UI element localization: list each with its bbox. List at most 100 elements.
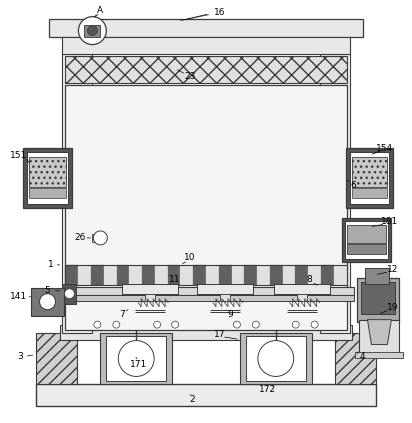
Bar xyxy=(63,284,77,304)
Text: 1: 1 xyxy=(48,260,54,269)
Bar xyxy=(35,385,377,407)
Bar xyxy=(35,332,77,385)
Text: 8: 8 xyxy=(307,275,313,284)
Bar xyxy=(351,157,387,187)
Bar xyxy=(106,335,166,382)
Bar xyxy=(283,265,295,285)
Bar xyxy=(49,19,363,37)
Polygon shape xyxy=(368,320,391,345)
Bar xyxy=(365,268,389,284)
Bar xyxy=(129,265,142,285)
Circle shape xyxy=(118,341,154,376)
Bar xyxy=(78,265,91,285)
Bar xyxy=(270,265,283,285)
Circle shape xyxy=(252,321,259,328)
Bar xyxy=(63,37,349,54)
Bar xyxy=(197,284,253,294)
Text: 3: 3 xyxy=(18,352,23,361)
Bar xyxy=(246,335,306,382)
Bar xyxy=(361,282,396,313)
Bar xyxy=(63,287,353,295)
Text: 181: 181 xyxy=(381,217,398,226)
Bar xyxy=(155,265,168,285)
Bar xyxy=(63,54,92,332)
Bar xyxy=(335,332,377,385)
Circle shape xyxy=(40,294,56,310)
Text: 172: 172 xyxy=(259,385,276,394)
Text: 141: 141 xyxy=(10,292,27,301)
Bar xyxy=(63,295,353,301)
Circle shape xyxy=(87,26,97,36)
Bar xyxy=(28,157,66,187)
Bar xyxy=(308,265,321,285)
Text: 9: 9 xyxy=(227,310,233,319)
Text: 23: 23 xyxy=(184,72,196,81)
Circle shape xyxy=(234,321,240,328)
Circle shape xyxy=(65,289,75,299)
Bar xyxy=(193,265,206,285)
Bar xyxy=(346,225,386,243)
Text: 171: 171 xyxy=(130,360,147,369)
Bar xyxy=(351,188,387,198)
Circle shape xyxy=(94,321,101,328)
Text: 7: 7 xyxy=(119,310,125,319)
Text: 4: 4 xyxy=(360,352,365,361)
Bar xyxy=(321,265,334,285)
Bar xyxy=(295,265,308,285)
Text: 5: 5 xyxy=(44,286,50,295)
Bar xyxy=(346,148,393,208)
Bar xyxy=(66,55,346,83)
Bar xyxy=(257,265,270,285)
Bar xyxy=(297,294,307,301)
Bar xyxy=(244,265,257,285)
Bar xyxy=(360,320,399,354)
Bar xyxy=(358,278,399,321)
Text: 151: 151 xyxy=(10,151,27,160)
Text: 17: 17 xyxy=(214,330,226,339)
Circle shape xyxy=(154,321,161,328)
Bar xyxy=(66,85,346,330)
Bar xyxy=(168,265,180,285)
Bar xyxy=(180,265,193,285)
Bar xyxy=(23,148,73,208)
Bar xyxy=(349,152,389,204)
Text: 2: 2 xyxy=(189,395,195,404)
Bar xyxy=(66,265,78,285)
Bar xyxy=(101,332,172,385)
Bar xyxy=(104,265,117,285)
Bar xyxy=(356,352,403,357)
Bar xyxy=(219,265,232,285)
Bar xyxy=(66,265,346,285)
Circle shape xyxy=(113,321,120,328)
Bar xyxy=(206,265,219,285)
Circle shape xyxy=(292,321,299,328)
Bar xyxy=(232,265,244,285)
Bar xyxy=(346,244,386,254)
Bar xyxy=(220,294,230,301)
Text: 6: 6 xyxy=(351,181,356,190)
Circle shape xyxy=(311,321,318,328)
Bar xyxy=(342,218,391,262)
Circle shape xyxy=(94,231,108,245)
Circle shape xyxy=(78,16,106,44)
Bar xyxy=(27,152,68,204)
Text: 10: 10 xyxy=(184,253,196,262)
Bar xyxy=(145,294,155,301)
Circle shape xyxy=(258,341,294,376)
Bar xyxy=(117,265,129,285)
Text: 11: 11 xyxy=(169,275,181,284)
Text: 26: 26 xyxy=(75,233,86,242)
Bar xyxy=(274,284,330,294)
Bar xyxy=(320,54,349,332)
Bar xyxy=(91,265,104,285)
Bar xyxy=(344,221,389,259)
Text: 19: 19 xyxy=(386,303,398,312)
Bar xyxy=(84,25,101,37)
Bar xyxy=(122,284,178,294)
Text: 154: 154 xyxy=(376,144,393,153)
Text: 12: 12 xyxy=(387,265,398,274)
Bar xyxy=(30,288,65,316)
Circle shape xyxy=(172,321,178,328)
Bar xyxy=(240,332,311,385)
Bar xyxy=(61,324,351,340)
